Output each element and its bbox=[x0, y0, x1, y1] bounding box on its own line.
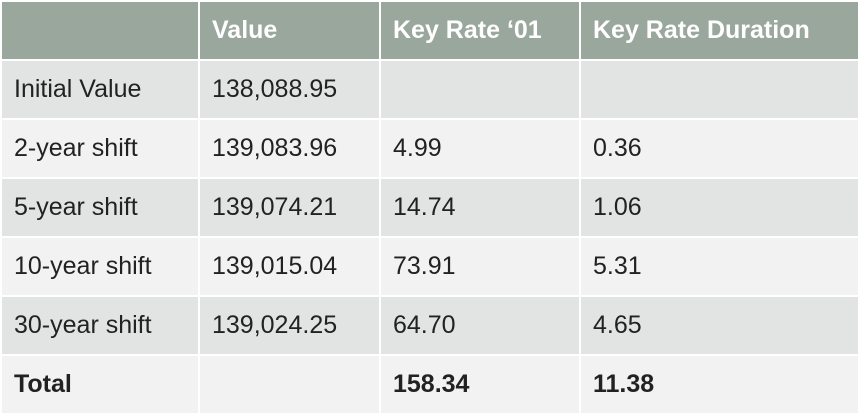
key-rate-duration-cell: 4.65 bbox=[579, 295, 858, 356]
key-rate-duration-cell: 5.31 bbox=[579, 236, 858, 297]
table-row-10-year-shift: 10-year shift 139,015.04 73.91 5.31 bbox=[0, 236, 858, 297]
value-cell: 139,083.96 bbox=[198, 118, 381, 179]
table-row-total: Total 158.34 11.38 bbox=[0, 354, 858, 415]
value-cell: 139,024.25 bbox=[198, 295, 381, 356]
key-rate-01-cell bbox=[379, 59, 581, 120]
key-rate-01-cell: 158.34 bbox=[379, 354, 581, 415]
key-rate-duration-cell: 1.06 bbox=[579, 177, 858, 238]
table-header-row: Value Key Rate ‘01 Key Rate Duration bbox=[0, 0, 858, 61]
table-row-initial-value: Initial Value 138,088.95 bbox=[0, 59, 858, 120]
table-row-2-year-shift: 2-year shift 139,083.96 4.99 0.36 bbox=[0, 118, 858, 179]
value-cell bbox=[198, 354, 381, 415]
row-label: 10-year shift bbox=[0, 236, 200, 297]
table-row-5-year-shift: 5-year shift 139,074.21 14.74 1.06 bbox=[0, 177, 858, 238]
key-rate-01-cell: 73.91 bbox=[379, 236, 581, 297]
key-rate-01-cell: 14.74 bbox=[379, 177, 581, 238]
row-label: 30-year shift bbox=[0, 295, 200, 356]
key-rate-duration-cell: 11.38 bbox=[579, 354, 858, 415]
header-cell-value: Value bbox=[198, 0, 381, 61]
header-cell-key-rate-duration: Key Rate Duration bbox=[579, 0, 858, 61]
header-cell-empty bbox=[0, 0, 200, 61]
row-label: Initial Value bbox=[0, 59, 200, 120]
row-label: Total bbox=[0, 354, 200, 415]
table-row-30-year-shift: 30-year shift 139,024.25 64.70 4.65 bbox=[0, 295, 858, 356]
header-cell-key-rate-01: Key Rate ‘01 bbox=[379, 0, 581, 61]
key-rate-duration-cell bbox=[579, 59, 858, 120]
value-cell: 139,015.04 bbox=[198, 236, 381, 297]
key-rate-01-cell: 64.70 bbox=[379, 295, 581, 356]
value-cell: 139,074.21 bbox=[198, 177, 381, 238]
key-rate-duration-cell: 0.36 bbox=[579, 118, 858, 179]
value-cell: 138,088.95 bbox=[198, 59, 381, 120]
row-label: 2-year shift bbox=[0, 118, 200, 179]
key-rate-01-cell: 4.99 bbox=[379, 118, 581, 179]
row-label: 5-year shift bbox=[0, 177, 200, 238]
